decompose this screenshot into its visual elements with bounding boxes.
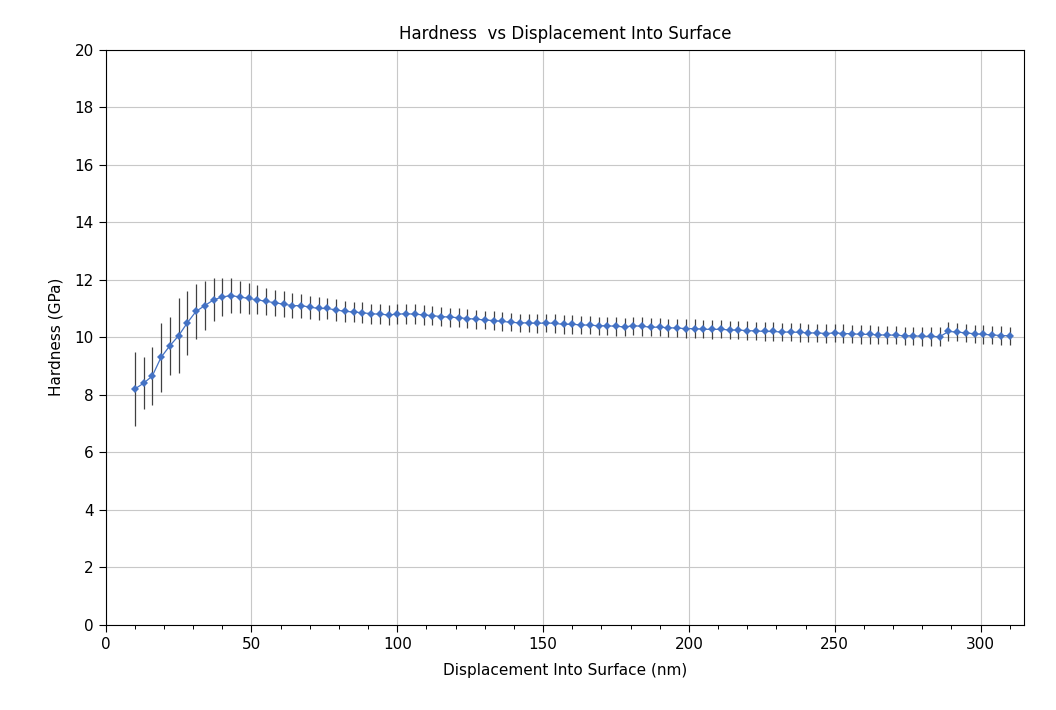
Y-axis label: Hardness (GPa): Hardness (GPa) bbox=[49, 278, 63, 396]
Title: Hardness  vs Displacement Into Surface: Hardness vs Displacement Into Surface bbox=[399, 25, 731, 43]
X-axis label: Displacement Into Surface (nm): Displacement Into Surface (nm) bbox=[442, 662, 687, 678]
